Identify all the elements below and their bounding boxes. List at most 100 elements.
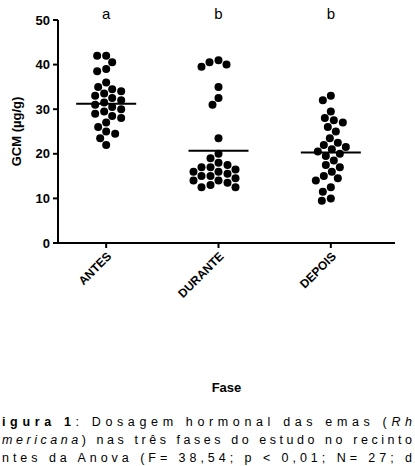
caption-line: mericana ) nas três fases do estudo no re…	[2, 433, 412, 447]
point	[100, 99, 108, 107]
point	[330, 156, 338, 164]
point	[198, 172, 206, 180]
point	[332, 128, 340, 136]
point	[224, 170, 232, 178]
x-axis	[58, 242, 395, 244]
point	[215, 83, 223, 91]
point	[102, 141, 110, 149]
point	[94, 83, 102, 91]
chart: 01020304050GCM (µg/g)FaseANTESaDURANTEbD…	[0, 0, 415, 466]
point	[215, 159, 223, 167]
point	[339, 119, 347, 127]
caption-part: Rh	[391, 415, 412, 429]
point	[207, 154, 215, 162]
point	[209, 101, 217, 109]
x-tick	[105, 243, 107, 248]
point	[102, 119, 110, 127]
y-tick	[53, 19, 58, 21]
point	[320, 141, 328, 149]
point	[322, 161, 330, 169]
point	[117, 114, 125, 122]
point	[321, 114, 329, 122]
y-tick	[53, 153, 58, 155]
point	[108, 94, 116, 102]
point	[102, 78, 110, 86]
point	[198, 183, 206, 191]
point	[215, 134, 223, 142]
x-tick	[218, 243, 220, 248]
point	[334, 139, 342, 147]
group-letter: b	[214, 5, 222, 22]
point	[198, 63, 206, 71]
point	[96, 134, 104, 142]
point	[100, 90, 108, 98]
point	[327, 183, 335, 191]
caption-part: mericana	[2, 433, 78, 447]
point	[324, 123, 332, 131]
point	[327, 194, 335, 202]
point	[206, 58, 214, 66]
point	[102, 128, 110, 136]
x-tick	[330, 243, 332, 248]
y-tick	[53, 197, 58, 199]
x-tick-label: DEPOIS	[297, 249, 339, 291]
point	[327, 107, 335, 115]
point	[224, 179, 232, 187]
caption-part: ) nas três fases do estudo no recinto	[82, 433, 412, 447]
point	[215, 168, 223, 176]
point	[190, 177, 198, 185]
point	[102, 65, 110, 73]
point	[111, 130, 119, 138]
x-tick-label: DURANTE	[175, 249, 226, 300]
point	[342, 143, 350, 151]
y-tick-label: 10	[36, 191, 50, 206]
point	[319, 188, 327, 196]
mean-line	[189, 150, 249, 152]
point	[215, 177, 223, 185]
point	[215, 56, 223, 64]
point	[215, 94, 223, 102]
x-tick-label: ANTES	[76, 249, 115, 288]
point	[100, 107, 108, 115]
y-axis-label: GCM (µg/g)	[9, 97, 24, 167]
point	[334, 174, 342, 182]
point	[117, 87, 125, 95]
y-tick-label: 0	[43, 236, 50, 251]
caption-line: ntes da Anova (F= 38,54; p < 0,01; N= 27…	[2, 451, 412, 465]
point	[327, 92, 335, 100]
point	[198, 163, 206, 171]
point	[108, 85, 116, 93]
point	[232, 165, 240, 173]
point	[336, 163, 344, 171]
mean-line	[76, 103, 136, 105]
point	[91, 92, 99, 100]
point	[336, 150, 344, 158]
point	[318, 197, 326, 205]
point	[190, 168, 198, 176]
point	[232, 174, 240, 182]
point	[320, 172, 328, 180]
caption-part: igura 1	[2, 415, 71, 429]
point	[102, 52, 110, 60]
point	[232, 183, 240, 191]
y-tick-label: 30	[36, 102, 50, 117]
point	[207, 181, 215, 189]
y-tick	[53, 108, 58, 110]
point	[207, 172, 215, 180]
point	[207, 163, 215, 171]
y-tick-label: 40	[36, 57, 50, 72]
point	[117, 105, 125, 113]
y-axis	[57, 20, 59, 243]
point	[94, 123, 102, 131]
point	[326, 134, 334, 142]
point	[93, 52, 101, 60]
point	[224, 161, 232, 169]
caption-part: : Dosagem hormonal das emas (	[75, 415, 387, 429]
point	[312, 177, 320, 185]
point	[319, 96, 327, 104]
point	[223, 61, 231, 69]
caption-part: ntes da Anova (F= 38,54; p < 0,01; N= 27…	[2, 451, 412, 465]
y-tick-label: 20	[36, 146, 50, 161]
y-tick-label: 50	[36, 13, 50, 28]
point	[91, 110, 99, 118]
